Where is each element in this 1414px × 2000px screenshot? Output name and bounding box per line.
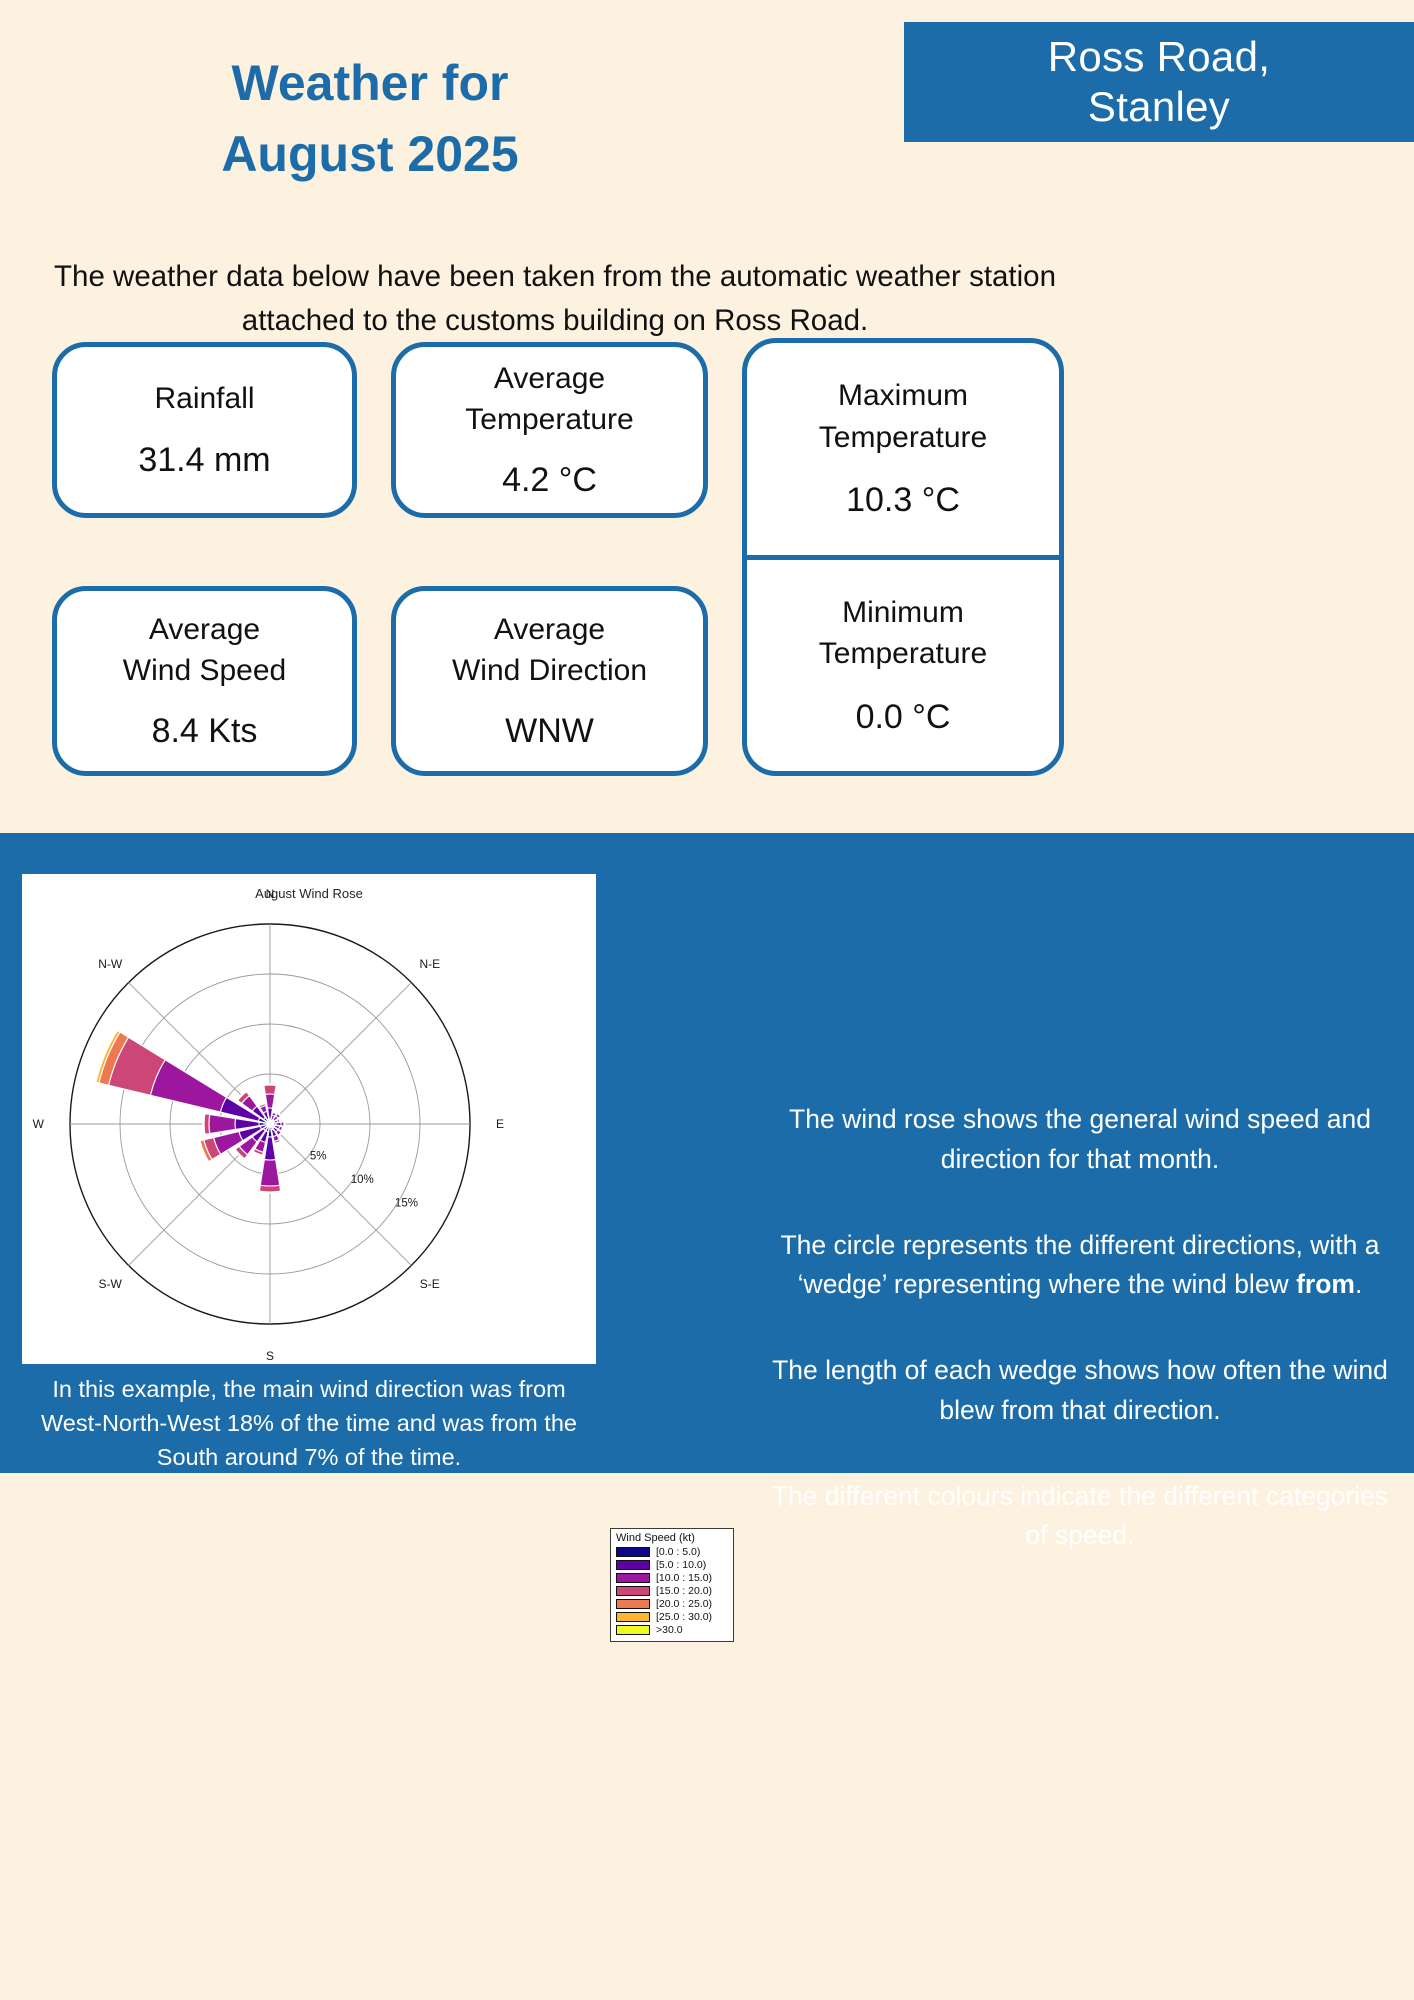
stat-card-average-temperature: Average Temperature 4.2 °C bbox=[391, 342, 708, 518]
legend-title: Wind Speed (kt) bbox=[616, 1532, 695, 1544]
rainfall-label: Rainfall bbox=[154, 382, 255, 416]
minimum-temperature-label-line1: Minimum bbox=[842, 595, 964, 629]
page-title-line1: Weather for bbox=[231, 55, 509, 111]
average-wind-direction-label-line2: Wind Direction bbox=[451, 653, 648, 687]
explanation-paragraph-2-text-b: . bbox=[1354, 1269, 1363, 1300]
wind-rose-title: August Wind Rose bbox=[255, 886, 363, 901]
maximum-temperature-label-line1: Maximum bbox=[837, 379, 968, 413]
legend-swatch-icon bbox=[616, 1586, 650, 1596]
location-badge: Ross Road, Stanley bbox=[904, 22, 1414, 142]
legend-swatch-icon bbox=[616, 1625, 650, 1635]
page-title: Weather for August 2025 bbox=[110, 48, 630, 190]
minimum-temperature-label-line2: Temperature bbox=[818, 637, 988, 671]
svg-text:S-E: S-E bbox=[420, 1277, 440, 1291]
rainfall-value: 31.4 mm bbox=[138, 440, 271, 479]
legend-row: [5.0 : 10.0) bbox=[616, 1559, 728, 1571]
svg-text:N-W: N-W bbox=[98, 957, 123, 971]
stat-card-average-wind-direction: Average Wind Direction WNW bbox=[391, 586, 708, 776]
explanation-paragraph-3: The length of each wedge shows how often… bbox=[772, 1355, 1388, 1425]
stat-card-min-max-temperature: Maximum Temperature 10.3 °C Minimum Temp… bbox=[742, 338, 1064, 776]
svg-text:N-E: N-E bbox=[419, 957, 440, 971]
svg-text:W: W bbox=[33, 1117, 45, 1131]
legend-label: [25.0 : 30.0) bbox=[656, 1611, 713, 1623]
svg-text:5%: 5% bbox=[310, 1150, 327, 1162]
legend-swatch-icon bbox=[616, 1599, 650, 1609]
legend-label: [15.0 : 20.0) bbox=[656, 1585, 713, 1597]
minimum-temperature-value: 0.0 °C bbox=[855, 697, 951, 736]
stat-card-rainfall: Rainfall 31.4 mm bbox=[52, 342, 357, 518]
svg-text:10%: 10% bbox=[351, 1174, 374, 1186]
average-wind-direction-value: WNW bbox=[505, 712, 594, 751]
average-wind-direction-label-line1: Average bbox=[493, 612, 606, 646]
legend-label: [5.0 : 10.0) bbox=[656, 1559, 707, 1571]
legend-swatch-icon bbox=[616, 1612, 650, 1622]
location-line2: Stanley bbox=[1087, 83, 1231, 130]
average-temperature-label-line2: Temperature bbox=[465, 402, 634, 436]
legend-swatch-icon bbox=[616, 1573, 650, 1583]
intro-paragraph: The weather data below have been taken f… bbox=[54, 260, 1056, 337]
location-line1: Ross Road, bbox=[1047, 33, 1271, 81]
legend-row: [15.0 : 20.0) bbox=[616, 1585, 728, 1597]
legend-label: [0.0 : 5.0) bbox=[656, 1546, 701, 1558]
stat-card-average-wind-speed: Average Wind Speed 8.4 Kts bbox=[52, 586, 357, 776]
average-wind-speed-label-line1: Average bbox=[148, 612, 261, 646]
explanation-paragraph-2-text-a: The circle represents the different dire… bbox=[780, 1229, 1380, 1300]
page-title-line2: August 2025 bbox=[221, 126, 519, 182]
svg-text:S-W: S-W bbox=[99, 1277, 123, 1291]
legend-row: >30.0 bbox=[616, 1624, 728, 1636]
wind-rose-caption: In this example, the main wind direction… bbox=[41, 1376, 577, 1471]
legend-row: [20.0 : 25.0) bbox=[616, 1598, 728, 1610]
stat-cards: Rainfall 31.4 mm Average Temperature 4.2… bbox=[0, 338, 1414, 778]
legend-label: [10.0 : 15.0) bbox=[656, 1572, 713, 1584]
svg-text:N: N bbox=[266, 887, 275, 901]
maximum-temperature-value: 10.3 °C bbox=[846, 481, 960, 520]
legend-label: [20.0 : 25.0) bbox=[656, 1598, 713, 1610]
svg-text:15%: 15% bbox=[395, 1197, 418, 1209]
legend-row: [10.0 : 15.0) bbox=[616, 1572, 728, 1584]
average-wind-speed-label-line2: Wind Speed bbox=[122, 653, 287, 687]
wind-speed-legend: Wind Speed (kt) [0.0 : 5.0) [5.0 : 10.0)[… bbox=[610, 1528, 734, 1642]
svg-text:E: E bbox=[496, 1117, 504, 1131]
average-temperature-label-line1: Average bbox=[493, 361, 606, 395]
legend-swatch-icon bbox=[616, 1547, 650, 1557]
page-header: Weather for August 2025 Ross Road, Stanl… bbox=[0, 0, 1414, 250]
average-temperature-value: 4.2 °C bbox=[502, 461, 597, 500]
explanation-paragraph-2: The circle represents the different dire… bbox=[760, 1226, 1400, 1306]
wind-rose-plot: N N-E E S-E S S-W W N-W 5% 10% 15% bbox=[33, 887, 504, 1363]
legend-swatch-icon bbox=[616, 1560, 650, 1570]
legend-row: [0.0 : 5.0) bbox=[616, 1546, 728, 1558]
maximum-temperature-label-line2: Temperature bbox=[818, 420, 988, 454]
wind-rose-chart-card: August Wind Rose N N-E E S-E S S-W W N-W 5% 10% 15… bbox=[22, 874, 596, 1364]
stat-card-minimum-temperature: Minimum Temperature 0.0 °C bbox=[747, 560, 1059, 772]
explanation-paragraph-1: The wind rose shows the general wind spe… bbox=[789, 1104, 1371, 1174]
explanation-paragraph-2-emphasis: from bbox=[1296, 1269, 1355, 1300]
legend-row: [25.0 : 30.0) bbox=[616, 1611, 728, 1623]
wind-rose-explanation: The wind rose shows the general wind spe… bbox=[760, 1100, 1400, 1556]
explanation-paragraph-4: The different colours indicate the diffe… bbox=[771, 1480, 1389, 1551]
stat-card-maximum-temperature: Maximum Temperature 10.3 °C bbox=[747, 343, 1059, 560]
legend-label: >30.0 bbox=[656, 1624, 683, 1636]
average-wind-speed-value: 8.4 Kts bbox=[151, 712, 258, 751]
svg-text:S: S bbox=[266, 1349, 274, 1363]
